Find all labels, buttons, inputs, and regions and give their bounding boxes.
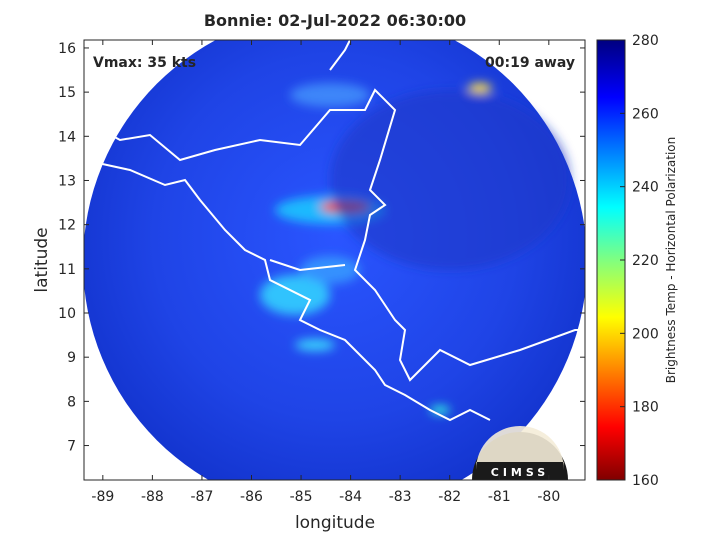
y-tick-label: 16 <box>58 41 76 57</box>
y-tick-label: 10 <box>58 306 76 322</box>
chart-title: Bonnie: 02-Jul-2022 06:30:00 <box>204 11 466 30</box>
x-tick-label: -84 <box>339 489 362 505</box>
axes-box <box>83 39 586 481</box>
x-tick-label: -81 <box>488 489 511 505</box>
x-tick-label: -85 <box>290 489 313 505</box>
x-tick-label: -89 <box>91 489 114 505</box>
y-tick-label: 14 <box>58 129 76 145</box>
y-axis-label: latitude <box>32 227 52 292</box>
colorbar-tick-label: 160 <box>632 473 659 489</box>
logo-text: CIMSS <box>491 466 549 479</box>
y-tick-label: 7 <box>67 439 76 455</box>
x-tick-label: -82 <box>438 489 461 505</box>
colorbar-tick-label: 220 <box>632 253 659 269</box>
x-tick-label: -83 <box>389 489 412 505</box>
colorbar-tick-label: 200 <box>632 326 659 342</box>
x-tick-label: -88 <box>141 489 164 505</box>
x-tick-label: -80 <box>537 489 560 505</box>
logo: CIMSS <box>472 426 568 480</box>
y-tick-label: 8 <box>67 394 76 410</box>
y-tick-label: 11 <box>58 262 76 278</box>
annotation: 00:19 away <box>485 55 575 71</box>
y-tick-label: 15 <box>58 85 76 101</box>
colorbar-tick-label: 280 <box>632 33 659 49</box>
x-axis-label: longitude <box>295 513 375 533</box>
colorbar-tick-label: 240 <box>632 180 659 196</box>
colorbar-label: Brightness Temp - Horizontal Polarizatio… <box>664 137 678 384</box>
y-tick-label: 12 <box>58 218 76 234</box>
x-tick-label: -87 <box>191 489 214 505</box>
satellite-image <box>84 40 585 480</box>
x-tick-label: -86 <box>240 489 263 505</box>
colorbar-tick-label: 260 <box>632 106 659 122</box>
annotation: Vmax: 35 kts <box>93 55 196 71</box>
y-tick-label: 13 <box>58 173 76 189</box>
colorbar-tick-label: 180 <box>632 400 659 416</box>
y-tick-label: 9 <box>67 350 76 366</box>
